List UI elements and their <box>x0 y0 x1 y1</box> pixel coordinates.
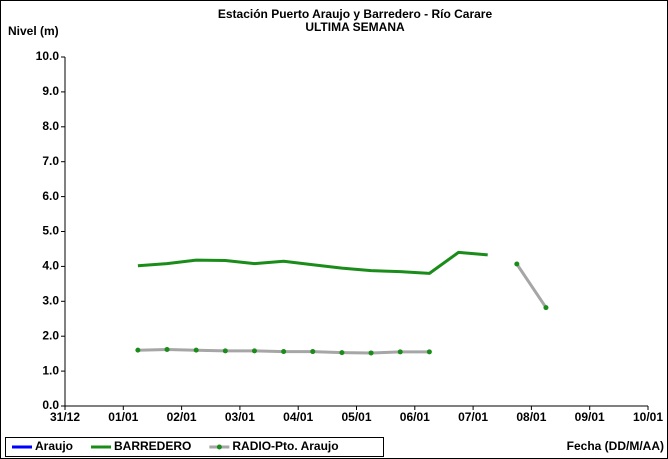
y-tick-label: 4.0 <box>42 259 59 273</box>
chart-title: Estación Puerto Araujo y Barredero - Río… <box>218 7 493 21</box>
y-tick-label: 6.0 <box>42 189 59 203</box>
series-marker <box>164 346 170 352</box>
legend: Araujo BARREDERO RADIO-Pto. Araujo <box>5 437 384 457</box>
legend-marker <box>216 444 222 450</box>
x-tick-label: 08/01 <box>516 410 546 424</box>
y-tick-label: 0.0 <box>42 398 59 412</box>
y-tick-label: 10.0 <box>36 49 60 63</box>
x-tick-label: 09/01 <box>575 410 605 424</box>
x-tick-label: 04/01 <box>283 410 313 424</box>
series-marker <box>368 350 374 356</box>
y-tick-label: 7.0 <box>42 154 59 168</box>
y-tick-label: 9.0 <box>42 84 59 98</box>
legend-box <box>5 437 384 457</box>
y-tick-label: 3.0 <box>42 293 59 307</box>
y-tick-label: 5.0 <box>42 224 59 238</box>
x-tick-label: 10/01 <box>633 410 663 424</box>
series-marker <box>514 261 520 267</box>
legend-label: BARREDERO <box>114 439 191 453</box>
series-line <box>137 250 488 275</box>
x-tick-label: 07/01 <box>458 410 488 424</box>
legend-label: Araujo <box>35 439 73 453</box>
x-tick-label: 03/01 <box>225 410 255 424</box>
x-tick-label: 06/01 <box>400 410 430 424</box>
series-marker <box>339 350 345 356</box>
series-marker <box>397 349 403 355</box>
y-tick-label: 1.0 <box>42 363 59 377</box>
chart-subtitle: ULTIMA SEMANA <box>305 20 405 34</box>
series-marker <box>310 349 316 355</box>
y-tick-label: 2.0 <box>42 328 59 342</box>
x-tick-label: 01/01 <box>108 410 138 424</box>
series-marker <box>222 348 228 354</box>
series-marker <box>135 347 141 353</box>
y-tick-label: 8.0 <box>42 119 59 133</box>
series-marker <box>281 349 287 355</box>
x-tick-label: 02/01 <box>167 410 197 424</box>
y-axis-label: Nivel (m) <box>8 24 59 38</box>
x-tick-label: 31/12 <box>50 410 80 424</box>
x-tick-label: 05/01 <box>341 410 371 424</box>
x-axis-label: Fecha (DD/M/AA) <box>567 439 664 453</box>
series-marker <box>251 348 257 354</box>
legend-label: RADIO-Pto. Araujo <box>232 439 338 453</box>
series-marker <box>426 349 432 355</box>
series-marker <box>543 305 549 311</box>
series-marker <box>193 347 199 353</box>
